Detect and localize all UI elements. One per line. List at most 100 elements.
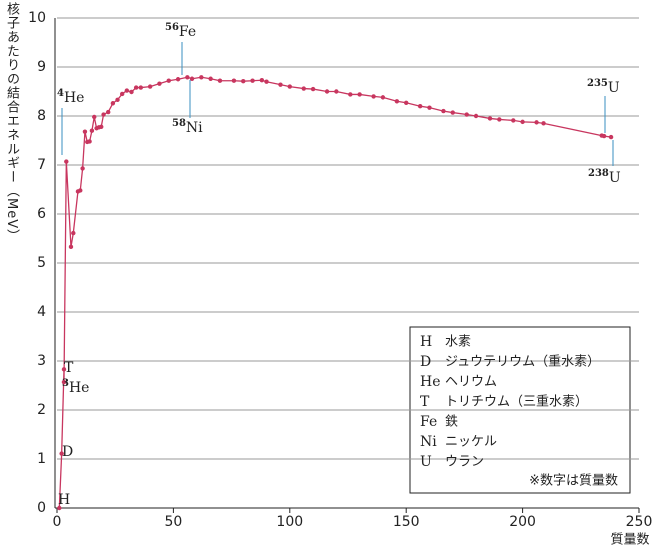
annotation-symbol: Fe xyxy=(179,24,196,40)
y-tick-label: 5 xyxy=(37,255,46,271)
annotation: 238U xyxy=(588,168,621,187)
note: ※数字は質量数 xyxy=(529,474,618,489)
y-tick-label: 7 xyxy=(37,157,46,173)
data-point xyxy=(231,78,237,83)
data-point xyxy=(541,121,546,126)
data-point xyxy=(534,120,539,125)
y-tick-label: 3 xyxy=(37,353,46,369)
legend-symbol: D xyxy=(420,354,431,370)
y-tick-label: 10 xyxy=(28,10,46,26)
data-point xyxy=(217,78,223,83)
data-point xyxy=(80,166,85,171)
data-point xyxy=(487,116,493,121)
y-tick-label: 2 xyxy=(37,402,46,418)
y-tick-label: 9 xyxy=(37,59,46,75)
data-point xyxy=(99,124,104,129)
data-point xyxy=(61,367,67,372)
annotation-mass: 58 xyxy=(172,118,186,129)
y-tick-label: 6 xyxy=(37,206,46,222)
data-point xyxy=(101,112,106,117)
annotation-symbol: H xyxy=(58,492,70,508)
annotation: 235U xyxy=(587,78,620,97)
data-point xyxy=(404,100,409,105)
legend-symbol: U xyxy=(420,454,432,470)
data-point xyxy=(427,105,432,110)
data-point xyxy=(287,84,292,89)
data-point xyxy=(278,82,283,87)
data-point xyxy=(450,110,455,115)
data-point xyxy=(208,76,213,81)
annotation-symbol: He xyxy=(64,90,85,106)
data-point xyxy=(473,113,479,119)
data-point xyxy=(464,112,469,117)
data-point xyxy=(250,78,255,83)
data-point xyxy=(348,92,353,97)
data-point xyxy=(110,101,116,106)
legend-name: ジュウテリウム（重水素） xyxy=(445,354,600,370)
data-point xyxy=(520,119,525,125)
annotation-symbol: He xyxy=(69,380,90,396)
annotation-mass: 3 xyxy=(62,378,69,389)
legend-name: ヘリウム xyxy=(445,375,497,390)
data-point xyxy=(199,75,204,80)
annotation-symbol: U xyxy=(609,170,621,186)
data-point xyxy=(264,79,269,84)
data-point xyxy=(138,85,144,90)
annotation-mass: 235 xyxy=(587,78,608,89)
data-point xyxy=(166,78,171,83)
x-axis-label: 質量数 xyxy=(610,533,649,548)
x-tick-label: 150 xyxy=(393,514,420,530)
legend-name: ウラン xyxy=(445,455,484,470)
legend-name: 鉄 xyxy=(445,415,458,430)
annotation-symbol: Ni xyxy=(186,120,203,136)
data-point xyxy=(511,118,516,123)
legend-symbol: He xyxy=(420,374,441,390)
annotation-mass: 4 xyxy=(57,88,64,99)
y-tick-label: 4 xyxy=(37,304,46,320)
data-point xyxy=(608,134,614,140)
data-point xyxy=(601,133,607,139)
data-point xyxy=(68,244,74,250)
data-point xyxy=(441,108,446,114)
data-point xyxy=(124,88,130,93)
y-tick-label: 0 xyxy=(37,500,46,516)
annotation: D xyxy=(62,444,73,460)
data-point xyxy=(157,81,162,86)
y-tick-label: 1 xyxy=(37,451,46,467)
data-point xyxy=(175,77,181,82)
data-point xyxy=(324,89,330,94)
data-point xyxy=(147,84,153,89)
data-point xyxy=(119,91,125,97)
data-point xyxy=(334,89,339,94)
y-axis-label: 核子あたりの結合エネルギー（MeV） xyxy=(4,2,19,244)
annotation-symbol: T xyxy=(64,360,74,376)
data-point xyxy=(417,104,423,109)
annotation: H xyxy=(58,492,70,508)
annotation-mass: 238 xyxy=(588,168,609,179)
data-point xyxy=(106,109,111,115)
annotation-symbol: D xyxy=(62,444,73,460)
legend-name: トリチウム（三重水素） xyxy=(445,394,588,410)
legend-name: ニッケル xyxy=(445,435,497,450)
data-point xyxy=(115,97,120,103)
data-point xyxy=(57,505,62,511)
data-point xyxy=(497,117,502,122)
annotation: 3He xyxy=(62,378,89,397)
legend-name: 水素 xyxy=(445,335,471,350)
data-point xyxy=(61,379,67,385)
data-point xyxy=(133,85,139,90)
data-point xyxy=(189,76,195,81)
data-point xyxy=(59,451,64,456)
data-point xyxy=(82,129,88,134)
annotation-mass: 56 xyxy=(165,22,179,33)
annotation-symbol: U xyxy=(608,80,620,96)
data-point xyxy=(357,92,362,97)
legend-symbol: Fe xyxy=(420,414,437,430)
data-point xyxy=(71,230,76,236)
annotation: T xyxy=(64,360,74,376)
legend-symbol: T xyxy=(420,394,430,410)
data-point xyxy=(89,128,95,133)
legend-symbol: Ni xyxy=(420,434,437,450)
annotation: 4He xyxy=(57,88,84,107)
